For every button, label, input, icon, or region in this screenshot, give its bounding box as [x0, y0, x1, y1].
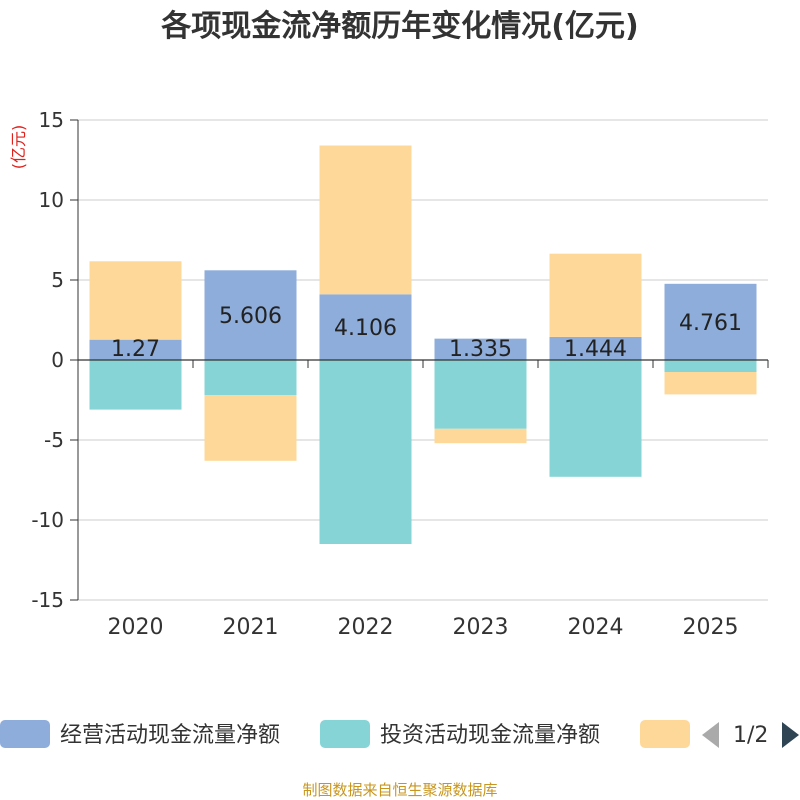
bar — [204, 360, 297, 396]
y-tick-label: -10 — [31, 508, 64, 532]
legend-swatch[interactable] — [0, 720, 50, 748]
bar — [319, 360, 412, 544]
data-label: 4.761 — [679, 311, 742, 336]
data-label: 4.106 — [334, 316, 397, 341]
legend-label[interactable]: 经营活动现金流量净额 — [60, 723, 280, 748]
x-tick-label: 2021 — [223, 615, 279, 640]
bar — [549, 253, 642, 337]
bar — [89, 360, 182, 410]
bar — [664, 283, 757, 360]
data-label: 1.444 — [564, 337, 627, 362]
y-tick-label: -15 — [31, 588, 64, 612]
data-label: 1.335 — [449, 337, 512, 362]
x-tick-label: 2022 — [338, 615, 394, 640]
y-tick-label: 10 — [39, 188, 64, 212]
bar — [549, 336, 642, 360]
bar — [664, 372, 757, 395]
y-tick-label: -5 — [44, 428, 64, 452]
axes: 15 10 5 0 -5 -10 -15 2020 2021 2022 2023 2024 2025 — [31, 108, 769, 640]
data-labels: 1.27 5.606 4.106 1.335 1.444 4.761 — [111, 304, 742, 362]
x-tick-label: 2024 — [568, 615, 624, 640]
bar — [89, 339, 182, 360]
bar — [319, 294, 412, 360]
y-tick-label: 15 — [39, 108, 64, 132]
bar — [204, 270, 297, 360]
y-tick-label: 0 — [51, 348, 64, 372]
y-axis-unit: (亿元) — [9, 125, 28, 170]
data-label: 1.27 — [111, 337, 160, 362]
bar — [319, 145, 412, 295]
bar — [434, 360, 527, 429]
source-note: 制图数据来自恒生聚源数据库 — [302, 781, 497, 799]
legend-swatch[interactable] — [640, 720, 690, 748]
legend[interactable]: 经营活动现金流量净额 投资活动现金流量净额 1/2 — [0, 720, 799, 748]
legend-prev-icon[interactable] — [702, 722, 719, 748]
x-tick-label: 2025 — [683, 615, 739, 640]
x-tick-label: 2020 — [108, 615, 164, 640]
legend-label[interactable]: 投资活动现金流量净额 — [380, 723, 600, 748]
bar — [89, 261, 182, 340]
bars — [89, 145, 757, 544]
bar — [434, 428, 527, 444]
bar — [549, 360, 642, 477]
legend-page-indicator: 1/2 — [733, 723, 768, 748]
legend-swatch[interactable] — [320, 720, 370, 748]
bar — [434, 338, 527, 360]
bar — [664, 360, 757, 372]
y-tick-label: 5 — [51, 268, 64, 292]
data-label: 5.606 — [219, 304, 282, 329]
chart-title: 各项现金流净额历年变化情况(亿元) — [160, 9, 638, 44]
legend-next-icon[interactable] — [782, 722, 799, 748]
x-tick-label: 2023 — [453, 615, 509, 640]
bar — [204, 395, 297, 461]
